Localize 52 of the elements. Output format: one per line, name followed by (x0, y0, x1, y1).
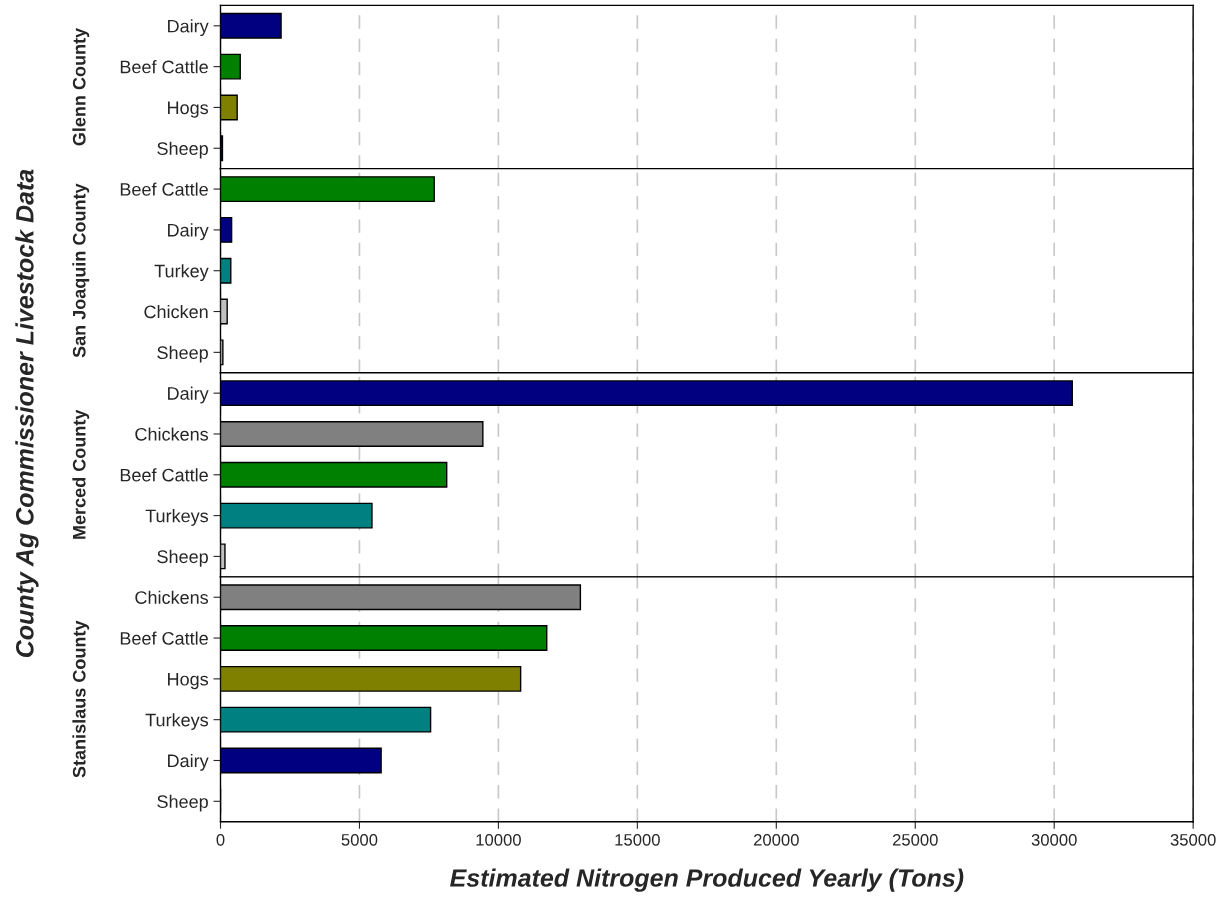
x-tick-label: 10000 (476, 833, 521, 846)
bar (220, 461, 448, 488)
y-tick-label: Dairy (168, 19, 209, 37)
y-tick-label: Chicken (144, 304, 208, 319)
y-tick-label: Dairy (168, 386, 209, 404)
x-tick-label: 20000 (753, 833, 799, 846)
y-tick-label: Beef Cattle (120, 60, 208, 74)
y-tick-label: Turkeys (145, 713, 209, 730)
y-tick-label: Dairy (168, 223, 209, 241)
bar (220, 176, 435, 203)
y-axis-title: Glenn County (72, 27, 90, 146)
y-tick-label: Beef Cattle (120, 468, 208, 482)
y-axis-title: San Joaquin County (72, 183, 90, 358)
x-tick-label: 15000 (615, 833, 660, 846)
y-tick-label: Hogs (168, 101, 209, 118)
x-tick-label: 5000 (341, 833, 378, 846)
bar (220, 421, 484, 447)
y-tick-label: Sheep (157, 345, 208, 363)
x-tick-label: 35000 (1170, 833, 1216, 846)
y-tick-label: Dairy (168, 753, 209, 771)
bar (220, 625, 548, 651)
y-axis-title: Stanislaus County (72, 620, 90, 778)
x-tick-label: 25000 (892, 833, 938, 846)
y-tick-label: Turkeys (145, 509, 209, 526)
bar (220, 94, 238, 121)
bar (220, 53, 241, 80)
y-tick-label: Beef Cattle (120, 631, 208, 645)
bar (220, 665, 522, 692)
bar (220, 543, 226, 570)
y-tick-label: Hogs (168, 672, 209, 690)
bar (220, 216, 233, 243)
x-axis-title: Estimated Nitrogen Produced Yearly (Tons) (450, 868, 964, 892)
bar (220, 502, 373, 529)
y-tick-label: Sheep (157, 141, 208, 159)
y-tick-label: Chickens (135, 427, 209, 441)
text: County Ag Commissioner Livestock Data (15, 169, 39, 658)
y-tick-label: Sheep (157, 794, 208, 812)
x-tick-label: 30000 (1031, 833, 1077, 846)
bar (220, 747, 382, 774)
bar (220, 298, 228, 325)
y-axis-title: Merced County (72, 409, 90, 539)
bar (220, 257, 232, 284)
y-tick-label: Chickens (135, 590, 209, 604)
y-tick-label: Turkey (154, 264, 209, 281)
bar (220, 584, 582, 611)
y-tick-label: Sheep (157, 549, 208, 567)
bar (220, 380, 1073, 407)
y-tick-label: Beef Cattle (120, 182, 208, 196)
bar (220, 339, 224, 366)
bar (220, 12, 282, 39)
x-tick-label: 0 (216, 833, 225, 846)
bar (220, 706, 432, 733)
